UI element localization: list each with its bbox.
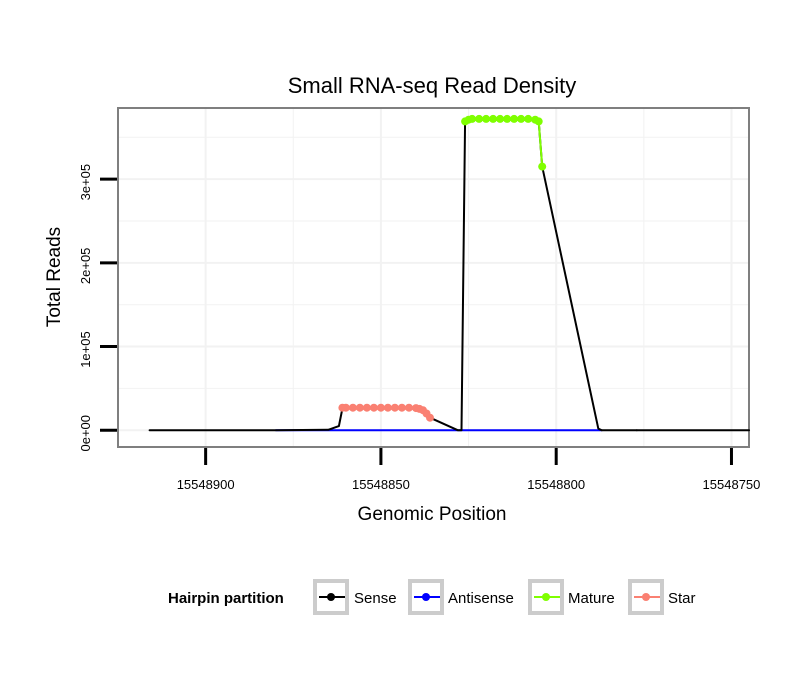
y-tick-label: 3e+05 [78,164,93,201]
series-point-mature [534,117,543,126]
series-point-star [376,403,385,412]
y-tick-label: 0e+00 [78,415,93,452]
plot-border [117,107,750,448]
legend-key-point [642,593,650,601]
series-point-mature [503,114,512,123]
legend-label: Star [668,590,696,607]
legend-title: Hairpin partition [168,590,284,607]
plot-panel [117,107,750,448]
series-point-mature [468,114,477,123]
series-layer [148,114,750,432]
series-point-mature [517,114,526,123]
legend-key-point [327,593,335,601]
x-axis-title: Genomic Position [358,504,507,525]
series-point-star [348,403,357,412]
legend-label: Mature [568,590,615,607]
grid [119,109,748,446]
series-point-mature [482,114,491,123]
legend-label: Sense [354,590,397,607]
legend: Hairpin partition Sense Antisense Mature St… [168,579,696,615]
legend-item-star: Star [628,579,696,615]
series-point-star [355,403,364,412]
y-axis: 0e+00 1e+05 2e+05 3e+05 [78,164,117,452]
series-point-mature [496,114,505,123]
legend-label: Antisense [448,590,514,607]
x-tick-label: 15548750 [703,477,761,492]
series-point-mature [538,162,547,171]
legend-key-point [542,593,550,601]
series-point-star [397,403,406,412]
y-tick-label: 2e+05 [78,248,93,285]
x-tick-label: 15548800 [527,477,585,492]
series-point-star [341,403,350,412]
legend-item-sense: Sense [313,579,397,615]
series-point-star [369,403,378,412]
y-axis-title: Total Reads [44,227,65,327]
x-tick-label: 15548850 [352,477,410,492]
series-point-star [362,403,371,412]
chart-title: Small RNA-seq Read Density [288,73,577,98]
x-axis: 15548900 15548850 15548800 15548750 [177,448,761,492]
series-line-sense [148,118,638,432]
legend-item-antisense: Antisense [408,579,514,615]
series-point-star [383,403,392,412]
series-point-mature [524,114,533,123]
series-point-mature [475,114,484,123]
series-point-mature [510,114,519,123]
series-point-mature [489,114,498,123]
legend-item-mature: Mature [528,579,615,615]
series-point-star [390,403,399,412]
series-point-star [405,403,413,412]
legend-key-point [422,593,430,601]
series-point-star [426,413,434,422]
x-tick-label: 15548900 [177,477,235,492]
y-tick-label: 1e+05 [78,331,93,368]
